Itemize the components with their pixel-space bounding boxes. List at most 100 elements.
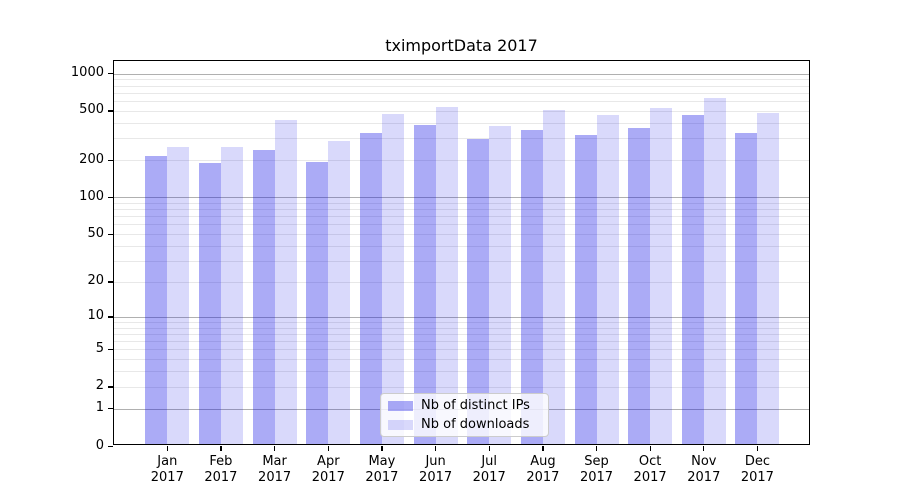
y-tick-10 bbox=[107, 316, 113, 318]
bar-jul-distinct-ips bbox=[467, 139, 490, 444]
y-tick-2 bbox=[107, 386, 113, 388]
minor-gridline-7 bbox=[114, 333, 809, 335]
bar-feb-distinct-ips bbox=[198, 163, 221, 444]
minor-gridline-200 bbox=[114, 160, 809, 162]
minor-gridline-900 bbox=[114, 79, 809, 81]
x-tick-month: Jun bbox=[425, 454, 446, 469]
y-tick-500 bbox=[107, 110, 113, 112]
legend-label: Nb of downloads bbox=[421, 417, 530, 432]
minor-gridline-500 bbox=[114, 110, 809, 112]
x-tick-year: 2017 bbox=[311, 470, 345, 485]
x-tick-year: 2017 bbox=[419, 470, 453, 485]
x-tick-year: 2017 bbox=[258, 470, 292, 485]
y-tick-1 bbox=[107, 408, 113, 410]
bar-mar-downloads bbox=[274, 120, 297, 444]
x-tick-label-feb: Feb 2017 bbox=[189, 454, 253, 486]
bar-dec-distinct-ips bbox=[735, 132, 758, 444]
legend-item-distinct-ips: Nb of distinct IPs bbox=[388, 398, 541, 413]
x-tick-month: Nov bbox=[691, 454, 717, 469]
x-tick-month: Dec bbox=[744, 454, 770, 469]
x-tick-label-oct: Oct 2017 bbox=[618, 454, 682, 486]
x-tick-label-aug: Aug 2017 bbox=[511, 454, 575, 486]
minor-gridline-700 bbox=[114, 92, 809, 94]
legend-swatch-icon bbox=[388, 400, 413, 411]
y-tick-1000 bbox=[107, 73, 113, 75]
minor-gridline-300 bbox=[114, 138, 809, 140]
x-tick-label-nov: Nov 2017 bbox=[672, 454, 736, 486]
y-tick-0 bbox=[107, 445, 113, 447]
y-tick-label-500: 500 bbox=[79, 102, 104, 118]
y-tick-label-1000: 1000 bbox=[70, 65, 104, 81]
bar-mar-distinct-ips bbox=[252, 149, 275, 444]
y-tick-label-10: 10 bbox=[87, 308, 104, 324]
x-tick-mar bbox=[274, 445, 276, 451]
bar-may-downloads bbox=[381, 114, 404, 444]
bar-nov-distinct-ips bbox=[681, 114, 704, 444]
x-tick-year: 2017 bbox=[204, 470, 238, 485]
x-tick-year: 2017 bbox=[633, 470, 667, 485]
plot-area: 1000 500 200 100 50 20 10 5 2 1 0 Jan 2017 Feb 2017 Mar… bbox=[71, 60, 810, 485]
chart-title: tximportData 2017 bbox=[385, 36, 538, 55]
major-gridline-10 bbox=[114, 316, 809, 318]
minor-gridline-60 bbox=[114, 224, 809, 226]
x-tick-jul bbox=[488, 445, 490, 451]
y-tick-label-5: 5 bbox=[95, 340, 104, 356]
legend-swatch-icon bbox=[388, 419, 413, 430]
bar-dec-downloads bbox=[757, 113, 780, 444]
x-tick-feb bbox=[220, 445, 222, 451]
x-tick-month: Oct bbox=[638, 454, 662, 469]
x-tick-dec bbox=[756, 445, 759, 451]
legend-item-downloads: Nb of downloads bbox=[388, 417, 541, 432]
bar-aug-distinct-ips bbox=[520, 130, 543, 444]
x-tick-sep bbox=[595, 445, 598, 451]
minor-gridline-800 bbox=[114, 85, 809, 87]
x-tick-year: 2017 bbox=[579, 470, 614, 485]
x-tick-month: Feb bbox=[209, 454, 233, 469]
minor-gridline-2 bbox=[114, 386, 809, 388]
bar-feb-downloads bbox=[220, 147, 243, 444]
bar-may-distinct-ips bbox=[359, 133, 382, 444]
y-tick-label-20: 20 bbox=[87, 273, 104, 289]
x-tick-month: May bbox=[368, 454, 396, 469]
x-tick-label-sep: Sep 2017 bbox=[565, 454, 629, 486]
x-tick-jun bbox=[434, 445, 437, 451]
major-gridline-1000 bbox=[114, 73, 809, 75]
y-tick-label-2: 2 bbox=[95, 378, 104, 394]
major-gridline-100 bbox=[114, 197, 809, 199]
bar-apr-downloads bbox=[328, 141, 351, 444]
minor-gridline-600 bbox=[114, 101, 809, 103]
minor-gridline-40 bbox=[114, 245, 809, 247]
minor-gridline-20 bbox=[114, 281, 809, 283]
x-tick-year: 2017 bbox=[526, 470, 560, 485]
x-tick-month: Sep bbox=[584, 454, 609, 469]
bar-jan-downloads bbox=[167, 146, 190, 444]
x-tick-label-dec: Dec 2017 bbox=[725, 454, 789, 486]
x-tick-label-jun: Jun 2017 bbox=[404, 454, 468, 486]
minor-gridline-50 bbox=[114, 234, 809, 236]
x-tick-apr bbox=[327, 445, 329, 451]
x-tick-month: Jul bbox=[481, 454, 498, 469]
minor-gridline-6 bbox=[114, 341, 809, 343]
minor-gridline-70 bbox=[114, 216, 809, 218]
y-tick-label-1: 1 bbox=[95, 400, 104, 416]
y-tick-200 bbox=[107, 159, 113, 161]
x-tick-year: 2017 bbox=[365, 470, 399, 485]
y-tick-50 bbox=[107, 233, 113, 235]
bar-jan-distinct-ips bbox=[145, 155, 168, 444]
x-tick-month: Aug bbox=[530, 454, 556, 469]
x-tick-may bbox=[381, 445, 383, 451]
bar-oct-distinct-ips bbox=[628, 128, 651, 444]
bar-sep-downloads bbox=[596, 115, 619, 444]
x-tick-year: 2017 bbox=[150, 470, 184, 485]
x-tick-label-may: May 2017 bbox=[350, 454, 414, 486]
x-tick-label-apr: Apr 2017 bbox=[296, 454, 360, 486]
bar-jun-downloads bbox=[435, 106, 458, 444]
x-tick-label-mar: Mar 2017 bbox=[243, 454, 307, 486]
bar-aug-downloads bbox=[542, 110, 565, 444]
legend: Nb of distinct IPs Nb of downloads bbox=[380, 393, 549, 437]
minor-gridline-3 bbox=[114, 371, 809, 373]
y-tick-label-200: 200 bbox=[79, 151, 104, 167]
bar-apr-distinct-ips bbox=[306, 161, 329, 444]
minor-gridline-30 bbox=[114, 260, 809, 262]
